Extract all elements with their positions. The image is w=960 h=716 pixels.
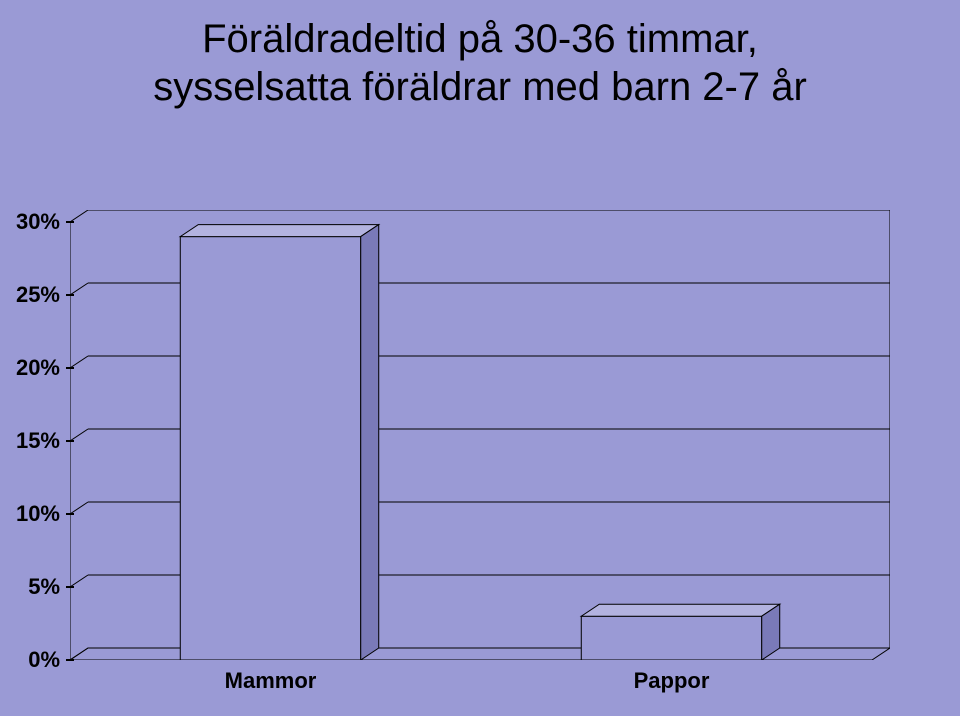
- y-tick-label: 20%: [16, 355, 60, 381]
- y-tick-label: 15%: [16, 428, 60, 454]
- y-tick-mark: [66, 513, 74, 515]
- y-tick-mark: [66, 294, 74, 296]
- y-tick-label: 25%: [16, 282, 60, 308]
- y-tick-label: 5%: [28, 574, 60, 600]
- y-tick-mark: [66, 659, 74, 661]
- title-line-1: Föräldradeltid på 30-36 timmar,: [0, 15, 960, 63]
- y-tick-label: 30%: [16, 209, 60, 235]
- y-tick-label: 0%: [28, 647, 60, 673]
- y-tick-mark: [66, 367, 74, 369]
- y-tick-mark: [66, 221, 74, 223]
- y-tick-mark: [66, 440, 74, 442]
- y-tick-mark: [66, 586, 74, 588]
- y-tick-label: 10%: [16, 501, 60, 527]
- x-tick-label: Mammor: [225, 668, 317, 694]
- title-line-2: sysselsatta föräldrar med barn 2-7 år: [0, 63, 960, 111]
- x-tick-label: Pappor: [634, 668, 710, 694]
- chart-area: 0%5%10%15%20%25%30%MammorPappor: [70, 210, 890, 660]
- page: Föräldradeltid på 30-36 timmar, sysselsa…: [0, 0, 960, 716]
- chart-title: Föräldradeltid på 30-36 timmar, sysselsa…: [0, 15, 960, 111]
- bar-chart: [70, 210, 890, 660]
